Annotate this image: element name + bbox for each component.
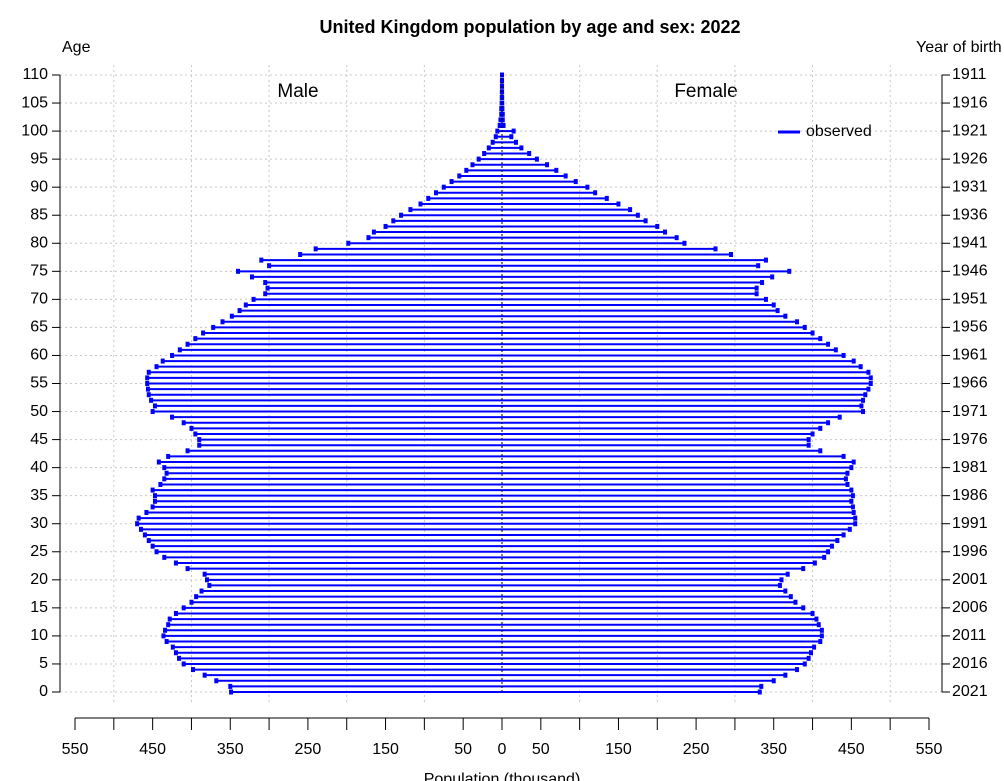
y2-tick-label: 1996 [952, 543, 988, 560]
y2-axis-label: Year of birth [916, 39, 1002, 56]
y2-tick-label: 1956 [952, 319, 988, 336]
y-tick-label: 20 [30, 571, 48, 588]
x-tick-label: 550 [62, 741, 89, 758]
chart-title: United Kingdom population by age and sex… [319, 17, 740, 37]
y-tick-label: 75 [30, 263, 48, 280]
y-tick-label: 50 [30, 403, 48, 420]
y-tick-label: 15 [30, 599, 48, 616]
y-axis-label: Age [62, 39, 91, 56]
y-tick-label: 95 [30, 150, 48, 167]
y-tick-label: 90 [30, 178, 48, 195]
y2-tick-label: 1941 [952, 234, 988, 251]
x-tick-label: 50 [454, 741, 472, 758]
x-tick-label: 0 [498, 741, 507, 758]
x-axis-label: Population (thousand) [424, 771, 581, 781]
y-tick-label: 30 [30, 515, 48, 532]
x-tick-label: 450 [838, 741, 865, 758]
y-tick-label: 55 [30, 375, 48, 392]
y2-tick-label: 1951 [952, 291, 988, 308]
y-tick-label: 85 [30, 206, 48, 223]
y2-tick-label: 2016 [952, 655, 988, 672]
y2-tick-label: 1946 [952, 263, 988, 280]
x-tick-label: 450 [139, 741, 166, 758]
x-tick-label: 250 [295, 741, 322, 758]
y-tick-label: 5 [39, 655, 48, 672]
y-tick-label: 80 [30, 234, 48, 251]
y2-tick-label: 2006 [952, 599, 988, 616]
y2-tick-label: 1936 [952, 206, 988, 223]
y2-tick-label: 1931 [952, 178, 988, 195]
y2-tick-label: 1991 [952, 515, 988, 532]
y2-tick-label: 1981 [952, 459, 988, 476]
x-tick-label: 550 [916, 741, 943, 758]
y2-tick-label: 1911 [952, 66, 987, 83]
y2-tick-label: 1921 [952, 122, 988, 139]
y-tick-label: 35 [30, 487, 48, 504]
x-tick-label: 50 [532, 741, 550, 758]
y2-tick-label: 1976 [952, 431, 988, 448]
y-tick-label: 70 [30, 291, 48, 308]
y-tick-label: 100 [21, 122, 48, 139]
x-tick-label: 150 [605, 741, 632, 758]
side-label: Female [674, 81, 737, 102]
y-tick-label: 40 [30, 459, 48, 476]
y2-tick-label: 1966 [952, 375, 988, 392]
y2-tick-label: 1986 [952, 487, 988, 504]
y-tick-label: 25 [30, 543, 48, 560]
y-tick-label: 10 [30, 627, 48, 644]
y-tick-label: 105 [21, 94, 48, 111]
y2-tick-label: 1916 [952, 94, 988, 111]
y2-tick-label: 1961 [952, 347, 988, 364]
y2-tick-label: 2001 [952, 571, 988, 588]
x-tick-label: 250 [683, 741, 710, 758]
legend-label: observed [806, 123, 872, 140]
side-label: Male [277, 81, 318, 102]
y-tick-label: 60 [30, 347, 48, 364]
y-tick-label: 110 [22, 66, 48, 83]
y-tick-label: 45 [30, 431, 48, 448]
x-tick-label: 350 [217, 741, 244, 758]
x-tick-label: 150 [372, 741, 399, 758]
y2-tick-label: 2011 [952, 627, 987, 644]
y2-tick-label: 1971 [952, 403, 988, 420]
y2-tick-label: 2021 [952, 683, 988, 700]
y-tick-label: 65 [30, 319, 48, 336]
x-tick-label: 350 [760, 741, 787, 758]
y-tick-label: 0 [39, 683, 48, 700]
y2-tick-label: 1926 [952, 150, 988, 167]
